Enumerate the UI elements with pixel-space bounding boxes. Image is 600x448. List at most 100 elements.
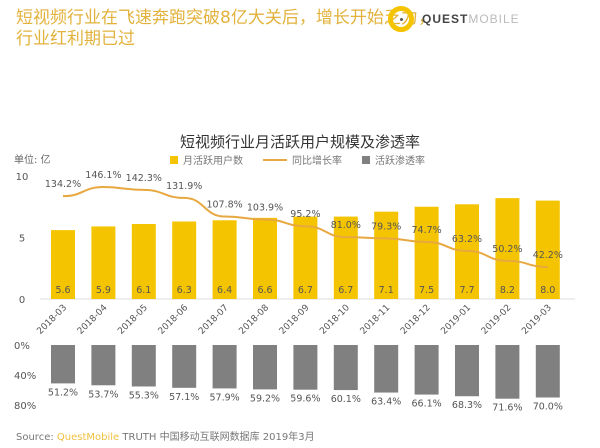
penetration-bar: [131, 345, 156, 387]
x-tick-label: 2019-03: [520, 303, 554, 337]
y-tick-label: 0: [19, 295, 25, 306]
penetration-data-label: 60.1%: [331, 394, 361, 405]
source-note: Source: QuestMobile TRUTH 中国移动互联网数据库 201…: [16, 432, 315, 443]
headline: 短视频行业在飞速奔跑突破8亿大关后，增长开始乏力，行业红利期已过: [16, 8, 435, 49]
penetration-data-label: 63.4%: [371, 397, 401, 408]
unit-label: 单位: 亿: [14, 155, 51, 166]
growth-data-label: 95.2%: [290, 209, 320, 220]
mau-bar: [293, 216, 318, 299]
mau-bar: [535, 200, 560, 299]
chart-title: 短视频行业月活跃用户规模及渗透率: [179, 133, 420, 151]
growth-data-label: 131.9%: [166, 181, 202, 192]
penetration-bar: [212, 345, 237, 389]
questmobile-logo: QUESTMOBILE: [388, 6, 520, 32]
mau-bar: [131, 223, 156, 299]
penetration-bar: [91, 345, 116, 386]
source-brand: QuestMobile: [56, 432, 120, 443]
y2-tick-label: 40%: [14, 371, 36, 382]
growth-data-label: 42.2%: [533, 250, 563, 261]
legend: 月活跃用户数 同比增长率 活跃渗透率: [170, 152, 425, 167]
mau-bar: [495, 198, 520, 299]
y2-tick-label: 0%: [14, 341, 30, 352]
growth-data-label: 79.3%: [371, 221, 401, 232]
mau-data-label: 5.9: [96, 285, 111, 296]
penetration-bar: [172, 345, 197, 388]
penetration-bar: [51, 345, 75, 384]
growth-data-label: 63.2%: [452, 234, 482, 245]
legend-swatch: [362, 155, 370, 164]
y-tick-label: 10: [16, 172, 29, 183]
penetration-data-label: 70.0%: [533, 402, 563, 413]
mau-data-label: 7.5: [419, 285, 434, 296]
penetration-data-label: 51.2%: [48, 387, 78, 398]
x-tick-label: 2018-04: [76, 303, 110, 337]
penetration-bar: [535, 345, 560, 398]
growth-data-label: 134.2%: [45, 179, 81, 190]
mau-data-label: 6.7: [298, 285, 313, 296]
legend-swatch: [263, 158, 287, 161]
x-tick-label: 2018-08: [237, 303, 271, 337]
penetration-bar: [333, 345, 358, 391]
mau-data-label: 6.3: [177, 285, 192, 296]
growth-data-label: 74.7%: [412, 225, 442, 236]
mau-data-label: 8.2: [500, 285, 515, 296]
x-tick-label: 2018-09: [278, 303, 312, 337]
growth-data-label: 146.1%: [85, 170, 121, 181]
penetration-data-label: 68.3%: [452, 400, 482, 411]
penetration-data-label: 59.6%: [290, 394, 320, 405]
mau-data-label: 6.6: [257, 285, 272, 296]
mau-data-label: 8.0: [540, 285, 555, 296]
logo-icon: [388, 6, 414, 32]
growth-data-label: 107.8%: [206, 199, 242, 210]
mau-bar: [253, 217, 277, 299]
growth-data-label: 103.9%: [247, 202, 283, 213]
penetration-data-label: 66.1%: [412, 399, 442, 410]
growth-data-label: 142.3%: [126, 173, 162, 184]
penetration-data-label: 71.6%: [492, 403, 522, 414]
penetration-bar: [455, 345, 479, 397]
x-tick-label: 2018-06: [157, 303, 191, 337]
mau-data-label: 7.7: [459, 285, 474, 296]
penetration-bar: [253, 345, 277, 390]
mau-data-label: 6.4: [217, 285, 232, 296]
mau-data-label: 6.7: [338, 285, 353, 296]
penetration-bar: [414, 345, 439, 395]
x-tick-label: 2019-01: [439, 303, 473, 337]
mau-data-label: 6.1: [136, 285, 151, 296]
legend-item-mau: 月活跃用户数: [170, 152, 243, 167]
logo-light: MOBILE: [468, 12, 520, 26]
penetration-bar: [374, 345, 399, 393]
mau-bar: [51, 230, 75, 299]
penetration-data-label: 57.1%: [169, 392, 199, 403]
growth-data-label: 50.2%: [492, 244, 522, 255]
mau-bar: [172, 221, 197, 299]
x-tick-label: 2019-02: [480, 303, 514, 337]
mau-bar: [212, 220, 237, 299]
legend-swatch: [170, 155, 178, 164]
x-tick-label: 2018-10: [318, 303, 352, 337]
mau-bar: [414, 206, 439, 299]
penetration-bar: [495, 345, 520, 399]
growth-data-label: 81.0%: [331, 220, 361, 231]
x-tick-label: 2018-07: [197, 303, 231, 337]
penetration-data-label: 59.2%: [250, 393, 280, 404]
x-tick-label: 2018-03: [35, 303, 69, 337]
penetration-data-label: 57.9%: [210, 392, 240, 403]
logo-bold: QUEST: [422, 12, 469, 26]
y-tick-label: 5: [19, 234, 25, 245]
mau-bar: [333, 216, 358, 299]
legend-item-growth: 同比增长率: [263, 152, 342, 167]
growth-line: [62, 185, 548, 269]
mau-bar: [374, 211, 399, 299]
y2-tick-label: 80%: [14, 401, 36, 412]
penetration-data-label: 53.7%: [88, 389, 118, 400]
penetration-data-label: 55.3%: [129, 390, 159, 401]
x-tick-label: 2018-11: [359, 303, 393, 337]
legend-item-penetration: 活跃渗透率: [362, 152, 425, 167]
mau-data-label: 5.6: [55, 285, 70, 296]
mau-data-label: 7.1: [379, 285, 394, 296]
x-tick-label: 2018-12: [399, 303, 433, 337]
penetration-bar: [293, 345, 318, 390]
x-tick-label: 2018-05: [116, 303, 150, 337]
